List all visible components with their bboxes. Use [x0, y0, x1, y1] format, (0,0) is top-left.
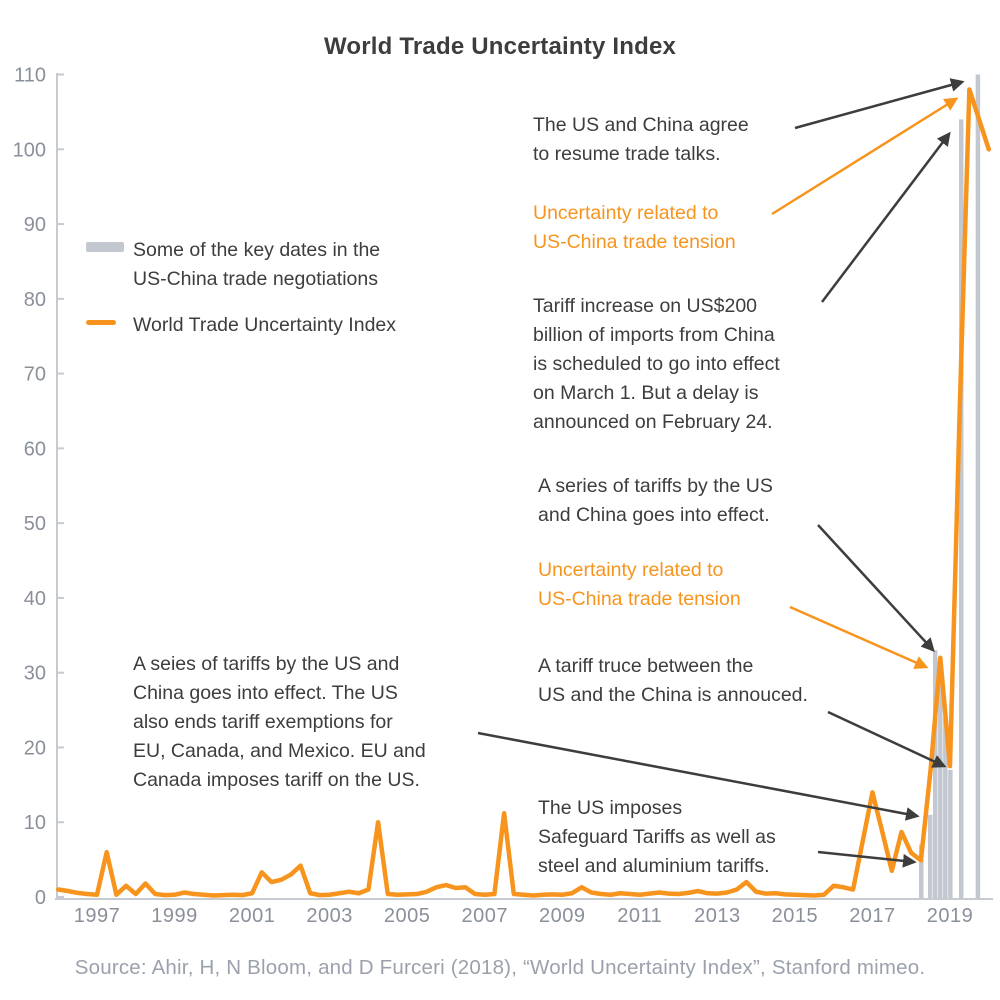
y-tick-label: 90 — [24, 214, 46, 236]
index-line-swatch — [86, 320, 116, 325]
y-tick-label: 60 — [24, 438, 46, 460]
y-tick-label: 80 — [24, 289, 46, 311]
key-date-bar — [938, 665, 943, 899]
y-tick-label: 40 — [24, 588, 46, 610]
index-line — [55, 87, 992, 898]
source-note: Source: Ahir, H, N Bloom, and D Furceri … — [74, 956, 926, 979]
key-date-bar — [919, 844, 924, 899]
x-tick-label: 2019 — [927, 905, 974, 927]
legend-item-key-dates: Some of the key dates in the US-China tr… — [86, 236, 396, 294]
x-tick-label: 2001 — [229, 905, 276, 927]
key-dates-bar-swatch — [86, 242, 124, 252]
x-tick-label: 2003 — [306, 905, 353, 927]
uncertainty-tension-top-arrow — [771, 97, 959, 216]
tariff-truce-note: A tariff truce between the US and the Ch… — [538, 655, 808, 706]
uncertainty-tension-top-note: Uncertainty related to US-China trade te… — [533, 202, 736, 253]
x-tick-label: 2015 — [772, 905, 819, 927]
y-tick-label: 30 — [24, 663, 46, 685]
x-tick-label: 2005 — [384, 905, 431, 927]
x-tick-label: 2017 — [849, 905, 896, 927]
x-tick-label: 1997 — [74, 905, 121, 927]
key-date-bar — [943, 717, 948, 899]
index-label: World Trade Uncertainty Index — [133, 314, 397, 336]
x-tick-label: 2011 — [617, 905, 662, 927]
tariff-truce-arrow — [827, 710, 947, 768]
series-of-tariffs-left-note: A seies of tariffs by the US and China g… — [133, 653, 426, 791]
y-tick-label: 50 — [24, 513, 46, 535]
x-tick-label: 2007 — [461, 905, 508, 927]
safeguard-tariffs-arrow — [817, 850, 917, 868]
key-date-bar — [948, 769, 953, 899]
key-dates-swatch-cell — [86, 236, 133, 252]
key-date-bar — [958, 119, 964, 900]
key-date-bar — [975, 74, 981, 899]
key-dates-label: Some of the key dates in the US-China tr… — [133, 239, 381, 290]
y-tick-label: 10 — [24, 812, 46, 834]
resume-trade-talks-note: The US and China agree to resume trade t… — [533, 114, 749, 165]
x-tick-label: 1999 — [151, 905, 198, 927]
key-date-bar — [927, 814, 933, 899]
x-tick-label: 2009 — [539, 905, 586, 927]
x-tick-label: 2013 — [694, 905, 741, 927]
y-tick-label: 0 — [35, 887, 46, 909]
tariff-increase-march-arrow — [821, 131, 951, 303]
safeguard-tariffs-note: The US imposes Safeguard Tariffs as well… — [538, 797, 776, 877]
y-tick-label: 100 — [13, 139, 46, 161]
y-tick-label: 70 — [24, 364, 46, 386]
uncertainty-tension-bottom-note: Uncertainty related to US-China trade te… — [538, 559, 741, 610]
series-of-tariffs-left-arrow — [477, 731, 920, 821]
resume-trade-talks-arrow — [794, 78, 965, 130]
legend: Some of the key dates in the US-China tr… — [86, 236, 396, 357]
legend-item-index: World Trade Uncertainty Index — [86, 311, 396, 340]
key-date-bar — [933, 650, 938, 899]
y-tick-label: 110 — [14, 65, 46, 87]
tariff-increase-march-note: Tariff increase on US$200 billion of imp… — [533, 295, 780, 433]
uncertainty-tension-bottom-arrow — [789, 605, 929, 669]
y-tick-label: 20 — [24, 737, 46, 759]
chart-title: World Trade Uncertainty Index — [323, 33, 677, 60]
series-of-tariffs-right-arrow — [817, 524, 935, 653]
index-swatch-cell — [86, 311, 133, 325]
series-of-tariffs-right-note: A series of tariffs by the US and China … — [538, 475, 773, 526]
